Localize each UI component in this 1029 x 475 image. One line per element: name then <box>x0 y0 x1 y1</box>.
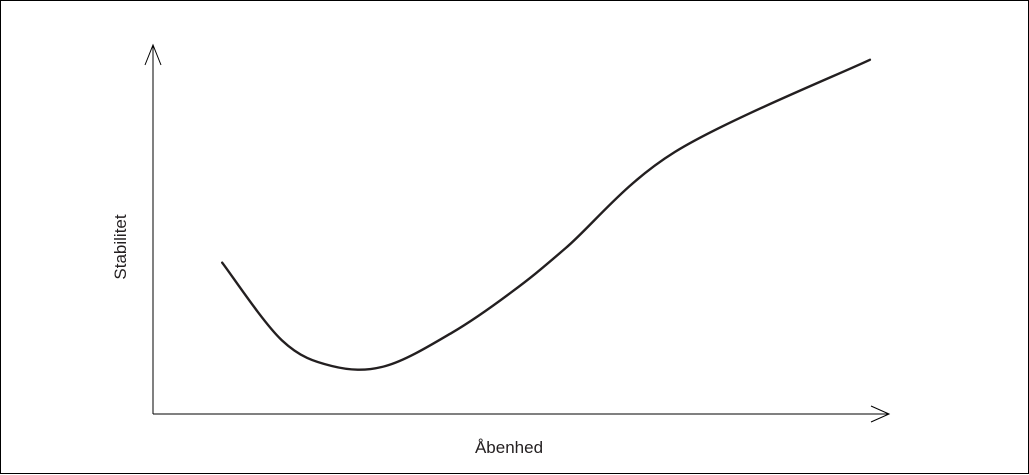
series-line-0 <box>222 60 870 370</box>
x-axis-label: Åbenhed <box>475 438 543 457</box>
series-layer <box>222 60 870 370</box>
y-axis-label: Stabilitet <box>111 214 130 279</box>
